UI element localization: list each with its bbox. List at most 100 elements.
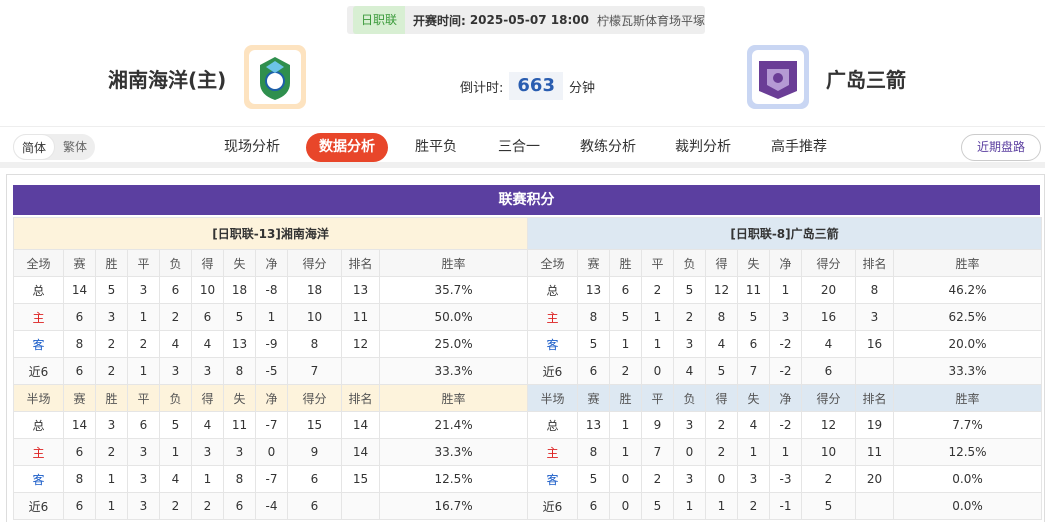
stat-cell: 12.5% <box>893 438 1042 466</box>
stat-cell: 8 <box>223 465 256 493</box>
stat-cell: 13 <box>577 276 610 304</box>
nav-tab[interactable]: 高手推荐 <box>771 139 827 155</box>
countdown-unit: 分钟 <box>568 80 595 96</box>
team-title[interactable]: [日职联-13]湘南海洋 <box>12 217 529 250</box>
stat-cell: 1 <box>191 465 224 493</box>
row-label: 近6 <box>13 492 64 520</box>
stat-cell: -2 <box>769 330 802 358</box>
stat-cell: 1 <box>769 276 802 304</box>
stat-cell: 14 <box>63 276 96 304</box>
nav-tab[interactable]: 胜平负 <box>415 139 457 155</box>
nav-tab[interactable]: 教练分析 <box>580 139 636 155</box>
stat-cell: 15 <box>341 465 380 493</box>
stat-cell: 19 <box>855 411 894 439</box>
stat-cell: 1 <box>737 438 770 466</box>
column-header: 净 <box>769 384 802 412</box>
stat-cell: 10 <box>287 303 342 331</box>
stat-cell: 8 <box>287 330 342 358</box>
row-label: 客 <box>527 465 578 493</box>
stat-cell: 14 <box>341 411 380 439</box>
stat-row: 总 14 5 3 6 10 18 -8 18 13 35.7% <box>13 276 529 304</box>
stat-row: 近6 6 2 1 3 3 8 -5 7 33.3% <box>13 357 529 385</box>
column-header: 负 <box>673 249 706 277</box>
stat-cell: -1 <box>769 492 802 520</box>
stat-cell: 6 <box>577 492 610 520</box>
stat-cell: -4 <box>255 492 288 520</box>
nav-tab[interactable]: 三合一 <box>498 139 540 155</box>
row-label: 总 <box>13 276 64 304</box>
stat-cell: 3 <box>191 357 224 385</box>
row-label: 客 <box>13 465 64 493</box>
stat-cell: 6 <box>63 303 96 331</box>
stat-cell: -9 <box>255 330 288 358</box>
stat-cell: 2 <box>641 465 674 493</box>
stat-cell: 5 <box>737 303 770 331</box>
stat-cell: 8 <box>855 276 894 304</box>
column-header: 胜率 <box>378 384 529 412</box>
column-header: 负 <box>673 384 706 412</box>
stat-cell: 2 <box>95 438 128 466</box>
stat-cell: 5 <box>577 465 610 493</box>
stat-cell: 14 <box>63 411 96 439</box>
stat-cell: 1 <box>673 492 706 520</box>
column-header: 平 <box>641 249 674 277</box>
stat-cell: 3 <box>127 438 160 466</box>
nav-tab[interactable]: 数据分析 <box>306 133 388 162</box>
stat-row: 主 6 2 3 1 3 3 0 9 14 33.3% <box>13 438 529 466</box>
league[interactable]: 日职联 <box>353 6 406 34</box>
nav-tab[interactable]: 裁判分析 <box>675 139 731 155</box>
away-logo <box>747 45 809 109</box>
column-header: 净 <box>769 249 802 277</box>
column-header: 全场 <box>527 249 578 277</box>
nav-tab[interactable]: 现场分析 <box>224 139 280 155</box>
lang-option[interactable]: 简体 <box>13 134 56 160</box>
team-title[interactable]: [日职联-8]广岛三箭 <box>527 217 1042 250</box>
away-team[interactable]: 广岛三箭 <box>826 68 906 92</box>
stat-cell: 13 <box>341 276 380 304</box>
column-header: 得 <box>191 384 224 412</box>
stat-cell: 11 <box>855 438 894 466</box>
row-label: 近6 <box>527 492 578 520</box>
stat-cell: 4 <box>191 411 224 439</box>
stat-cell: 8 <box>63 465 96 493</box>
stat-cell: 13 <box>577 411 610 439</box>
stat-cell: 6 <box>191 303 224 331</box>
column-header: 失 <box>223 249 256 277</box>
stat-cell: 4 <box>191 330 224 358</box>
stat-cell: 6 <box>63 357 96 385</box>
row-label: 总 <box>13 411 64 439</box>
stat-cell: 16 <box>801 303 856 331</box>
stat-cell: 0.0% <box>893 492 1042 520</box>
stat-cell: 18 <box>223 276 256 304</box>
stat-cell: 1 <box>255 303 288 331</box>
stat-cell: 20 <box>801 276 856 304</box>
stat-cell: 2 <box>127 330 160 358</box>
start-label: 开赛时间: <box>413 13 466 28</box>
stat-cell: 6 <box>287 492 342 520</box>
stat-cell: 13 <box>223 330 256 358</box>
column-header: 平 <box>641 384 674 412</box>
stat-cell: 20 <box>855 465 894 493</box>
stat-cell: 6 <box>159 276 192 304</box>
stat-cell: 1 <box>609 438 642 466</box>
stat-cell: -7 <box>255 411 288 439</box>
stat-cell: 33.3% <box>378 357 529 385</box>
section-title: 联赛积分 <box>13 185 1040 215</box>
stat-cell: 7 <box>641 438 674 466</box>
column-header: 失 <box>737 249 770 277</box>
stat-cell: 4 <box>159 465 192 493</box>
column-header: 胜率 <box>378 249 529 277</box>
recent-odds-button[interactable]: 近期盘路 <box>961 134 1041 161</box>
stat-cell: -2 <box>769 357 802 385</box>
stat-cell: 3 <box>673 465 706 493</box>
column-header: 半场 <box>527 384 578 412</box>
home-team[interactable]: 湘南海洋(主) <box>108 68 227 92</box>
stat-cell <box>341 357 380 385</box>
row-label: 主 <box>527 438 578 466</box>
column-header: 排名 <box>341 384 380 412</box>
lang-option[interactable]: 繁体 <box>63 140 88 154</box>
stat-cell: 5 <box>801 492 856 520</box>
column-header: 平 <box>127 249 160 277</box>
start-time: 2025-05-07 18:00 <box>469 13 589 27</box>
